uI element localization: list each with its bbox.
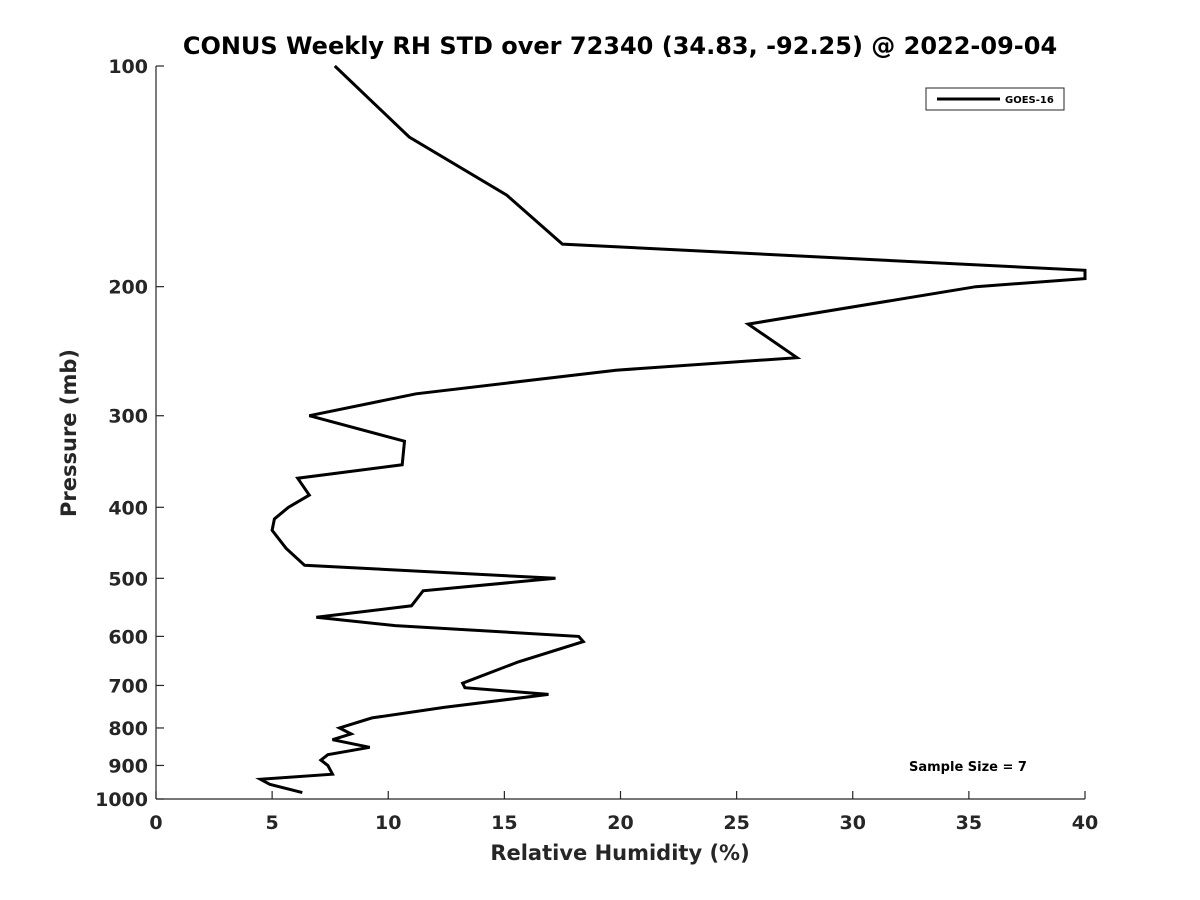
legend-label: GOES-16 [1005, 95, 1054, 106]
x-tick-label: 10 [375, 812, 401, 834]
x-tick-label: 30 [840, 812, 866, 834]
y-tick-label: 900 [108, 755, 148, 777]
x-tick-label: 40 [1072, 812, 1098, 834]
x-axis-ticks: 0 5 10 15 20 25 30 35 40 [149, 791, 1098, 834]
y-tick-label: 200 [108, 277, 148, 299]
x-axis-label: Relative Humidity (%) [490, 841, 749, 865]
y-tick-label: 400 [108, 497, 148, 519]
x-tick-label: 25 [723, 812, 749, 834]
y-tick-label: 500 [108, 568, 148, 590]
x-tick-label: 15 [491, 812, 517, 834]
sample-size-annotation: Sample Size = 7 [909, 760, 1027, 775]
x-tick-label: 35 [956, 812, 982, 834]
chart-title: CONUS Weekly RH STD over 72340 (34.83, -… [183, 32, 1057, 60]
y-tick-label: 300 [108, 406, 148, 428]
y-axis-label: Pressure (mb) [57, 349, 81, 517]
y-tick-label: 1000 [95, 789, 148, 811]
y-axis-ticks: 100 200 300 400 500 600 700 800 900 1000 [95, 56, 164, 811]
x-tick-label: 20 [607, 812, 633, 834]
series-line-0 [255, 64, 1087, 795]
series-group [255, 64, 1087, 795]
legend: GOES-16 [925, 87, 1065, 111]
y-tick-label: 600 [108, 626, 148, 648]
x-tick-label: 5 [266, 812, 279, 834]
axes [155, 66, 1085, 800]
y-tick-label: 100 [108, 56, 148, 78]
y-tick-label: 800 [108, 718, 148, 740]
x-tick-label: 0 [149, 812, 162, 834]
y-tick-label: 700 [108, 675, 148, 697]
